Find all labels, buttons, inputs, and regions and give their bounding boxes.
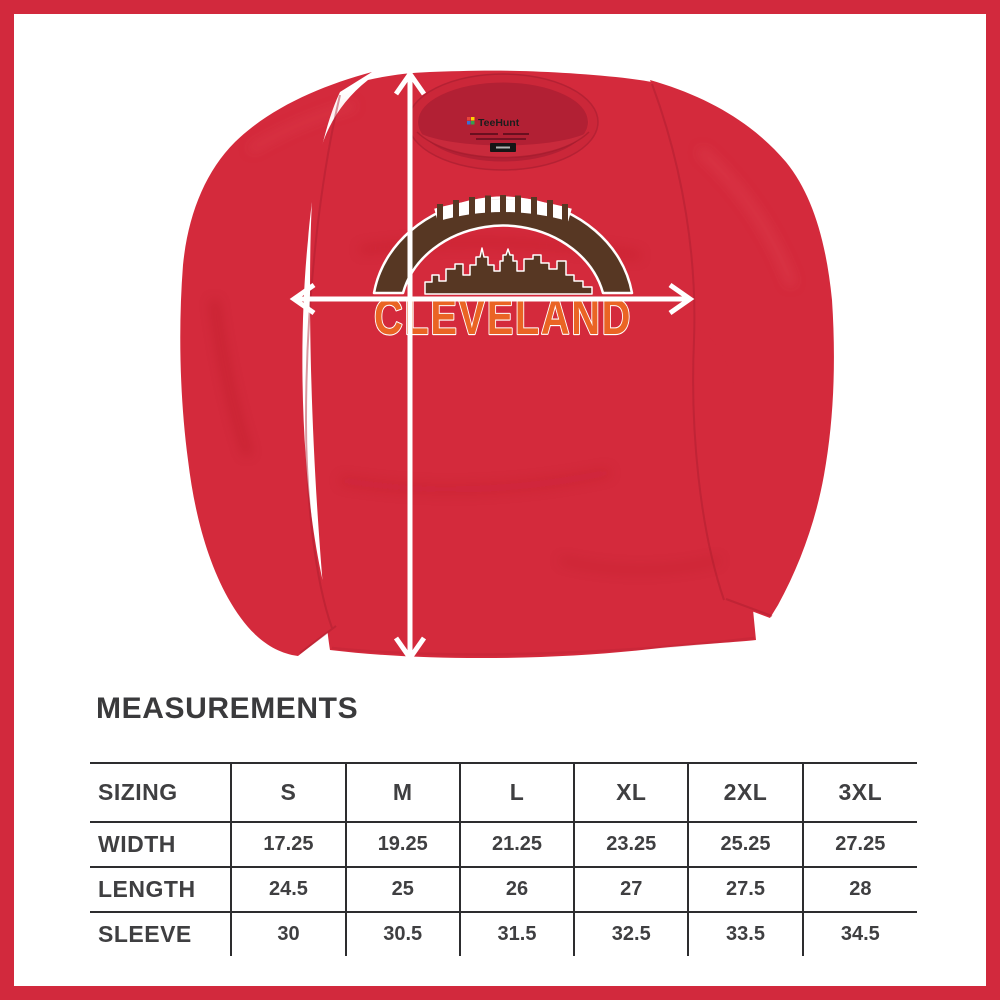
size-table: SIZING S M L XL 2XL 3XL WIDTH 17.25 19.2… xyxy=(90,762,917,956)
brand-label: TeeHunt xyxy=(467,117,529,152)
table-row-width: WIDTH 17.25 19.25 21.25 23.25 25.25 27.2… xyxy=(90,821,917,867)
length-s: 24.5 xyxy=(231,866,347,912)
table-row-sleeve: SLEEVE 30 30.5 31.5 32.5 33.5 34.5 xyxy=(90,911,917,956)
length-l: 26 xyxy=(459,866,576,912)
sleeve-xl: 32.5 xyxy=(574,911,690,956)
page-title: MEASUREMENTS xyxy=(96,692,359,725)
col-header-2xl: 2XL xyxy=(688,763,804,822)
sleeve-3xl: 34.5 xyxy=(802,911,917,956)
length-m: 25 xyxy=(345,866,461,912)
sleeve-s: 30 xyxy=(231,911,347,956)
width-m: 19.25 xyxy=(345,821,461,867)
width-l: 21.25 xyxy=(459,821,576,867)
length-3xl: 28 xyxy=(802,866,917,912)
col-header-m: M xyxy=(345,763,461,822)
width-xl: 23.25 xyxy=(574,821,690,867)
col-header-sizing: SIZING xyxy=(90,763,233,822)
cleveland-skyline xyxy=(424,247,593,295)
width-2xl: 25.25 xyxy=(688,821,804,867)
row-label-width: WIDTH xyxy=(90,821,233,867)
brand-label-text: TeeHunt xyxy=(478,117,520,129)
sleeve-2xl: 33.5 xyxy=(688,911,804,956)
row-label-length: LENGTH xyxy=(90,866,233,912)
width-measure-arrow xyxy=(289,282,695,316)
left-sleeve xyxy=(180,72,372,656)
col-header-3xl: 3XL xyxy=(838,779,883,805)
table-header-row: SIZING S M L XL 2XL 3XL xyxy=(90,763,917,822)
table-row-length: LENGTH 24.5 25 26 27 27.5 28 xyxy=(90,866,917,912)
length-measure-arrow xyxy=(393,69,427,663)
shirt-body xyxy=(310,70,756,659)
length-2xl: 27.5 xyxy=(688,866,804,912)
col-header-s: S xyxy=(231,763,347,822)
width-s: 17.25 xyxy=(231,821,347,867)
col-header-xl: XL xyxy=(574,763,690,822)
sleeve-l: 31.5 xyxy=(459,911,576,956)
football-laces xyxy=(437,195,568,226)
sleeve-m: 30.5 xyxy=(345,911,461,956)
length-xl: 27 xyxy=(574,866,690,912)
sleeve-seams xyxy=(299,83,773,656)
shirt-photo: TeeHunt xyxy=(180,69,834,663)
width-3xl: 27.25 xyxy=(802,821,917,867)
col-header-l: L xyxy=(459,763,576,822)
row-label-sleeve: SLEEVE xyxy=(90,911,233,956)
right-sleeve xyxy=(650,80,834,618)
